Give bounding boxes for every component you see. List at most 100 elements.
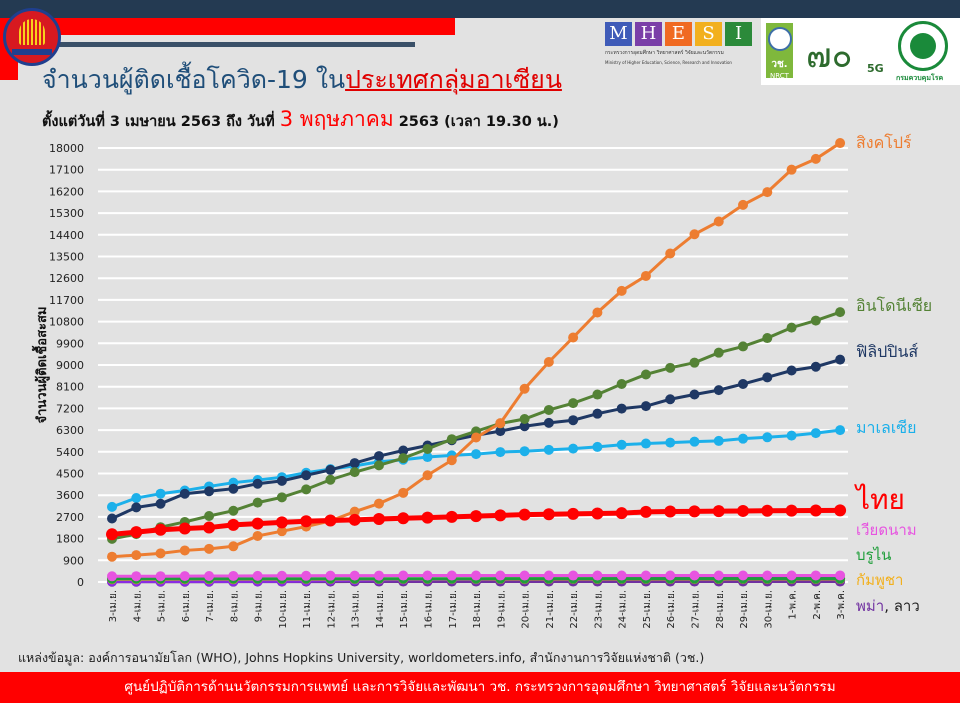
data-point bbox=[518, 508, 531, 521]
y-tick-label: 9000 bbox=[56, 359, 84, 372]
data-point bbox=[519, 446, 530, 457]
data-point bbox=[615, 507, 628, 520]
data-point bbox=[252, 570, 263, 581]
data-point bbox=[398, 445, 409, 456]
y-tick-label: 15300 bbox=[49, 207, 84, 220]
data-point bbox=[640, 438, 651, 449]
data-point bbox=[810, 570, 821, 581]
data-point bbox=[835, 425, 846, 436]
data-point bbox=[301, 484, 312, 495]
header-red-bar bbox=[40, 18, 455, 35]
data-point bbox=[131, 550, 142, 561]
data-point bbox=[131, 493, 142, 504]
data-point bbox=[325, 464, 336, 475]
data-point bbox=[373, 460, 384, 471]
y-tick-label: 10800 bbox=[49, 316, 84, 329]
data-point bbox=[422, 444, 433, 455]
data-point bbox=[567, 507, 580, 520]
data-point bbox=[349, 570, 360, 581]
data-point bbox=[543, 404, 554, 415]
y-axis-title: จำนวนผู้ติดเชื้อสะสม bbox=[31, 307, 50, 424]
data-point bbox=[519, 570, 530, 581]
y-tick-label: 9900 bbox=[56, 337, 84, 350]
y-tick-label: 0 bbox=[77, 576, 84, 589]
data-point bbox=[495, 418, 506, 429]
data-point bbox=[640, 401, 651, 412]
mhesi-letter: E bbox=[665, 22, 692, 46]
page-title: จำนวนผู้ติดเชื้อโควิด-19 ในประเทศกลุ่มอา… bbox=[42, 65, 562, 94]
data-point bbox=[446, 434, 457, 445]
data-point bbox=[665, 394, 676, 405]
data-point bbox=[179, 488, 190, 499]
data-point bbox=[809, 504, 822, 517]
partner-logos: วช. NRCT ๗๐ 5G กรมควบคุมโรค bbox=[761, 18, 960, 85]
data-point bbox=[543, 570, 554, 581]
data-point bbox=[324, 514, 337, 527]
data-point bbox=[445, 510, 458, 523]
data-point bbox=[664, 505, 677, 518]
data-point bbox=[762, 372, 773, 383]
x-tick-label: 15-เม.ย. bbox=[399, 590, 410, 629]
data-point bbox=[834, 504, 847, 517]
label-laos: , ลาว bbox=[884, 597, 920, 615]
x-tick-label: 22-เม.ย. bbox=[569, 590, 580, 629]
data-point bbox=[276, 526, 287, 537]
data-point bbox=[785, 504, 798, 517]
data-point bbox=[228, 541, 239, 552]
x-tick-label: 21-เม.ย. bbox=[545, 590, 556, 629]
data-point bbox=[228, 505, 239, 516]
data-point bbox=[762, 333, 773, 344]
label-thailand: ไทย bbox=[856, 483, 905, 516]
data-point bbox=[835, 354, 846, 365]
y-tick-label: 4500 bbox=[56, 468, 84, 481]
data-point bbox=[301, 470, 312, 481]
data-point bbox=[810, 315, 821, 326]
data-point bbox=[689, 389, 700, 400]
mhesi-letter: H bbox=[635, 22, 662, 46]
data-point bbox=[713, 385, 724, 396]
data-point bbox=[591, 507, 604, 520]
data-point bbox=[713, 347, 724, 358]
y-tick-label: 17100 bbox=[49, 164, 84, 177]
data-point bbox=[689, 229, 700, 240]
y-tick-label: 12600 bbox=[49, 272, 84, 285]
x-tick-label: 6-เม.ย. bbox=[181, 590, 192, 622]
asean-logo bbox=[3, 8, 61, 66]
data-point bbox=[349, 458, 360, 469]
data-point bbox=[738, 199, 749, 210]
y-tick-label: 8100 bbox=[56, 381, 84, 394]
y-tick-label: 11700 bbox=[49, 294, 84, 307]
data-point bbox=[252, 497, 263, 508]
x-tick-label: 14-เม.ย. bbox=[375, 590, 386, 629]
anniversary-logo: ๗๐ bbox=[806, 36, 853, 76]
mhesi-letter: I bbox=[725, 22, 752, 46]
data-point bbox=[519, 421, 530, 432]
data-point bbox=[276, 492, 287, 503]
x-tick-label: 3-พ.ค. bbox=[836, 590, 847, 620]
data-point bbox=[446, 570, 457, 581]
y-tick-label: 16200 bbox=[49, 185, 84, 198]
data-point bbox=[738, 378, 749, 389]
label-myanmar-laos: พม่า, ลาว bbox=[856, 594, 920, 618]
data-point bbox=[155, 548, 166, 559]
data-point bbox=[131, 502, 142, 513]
data-point bbox=[835, 570, 846, 581]
data-point bbox=[786, 322, 797, 333]
data-point bbox=[640, 369, 651, 380]
data-point bbox=[592, 389, 603, 400]
data-point bbox=[107, 501, 117, 512]
data-point bbox=[107, 571, 117, 582]
data-point bbox=[275, 516, 288, 529]
data-point bbox=[252, 478, 263, 489]
data-point bbox=[276, 570, 287, 581]
data-point bbox=[495, 570, 506, 581]
data-point bbox=[762, 570, 773, 581]
data-point bbox=[665, 570, 676, 581]
data-point bbox=[179, 571, 190, 582]
data-point bbox=[422, 452, 433, 463]
x-tick-label: 19-เม.ย. bbox=[496, 590, 507, 629]
data-point bbox=[398, 487, 409, 498]
data-point bbox=[155, 488, 166, 499]
data-point bbox=[542, 508, 555, 521]
